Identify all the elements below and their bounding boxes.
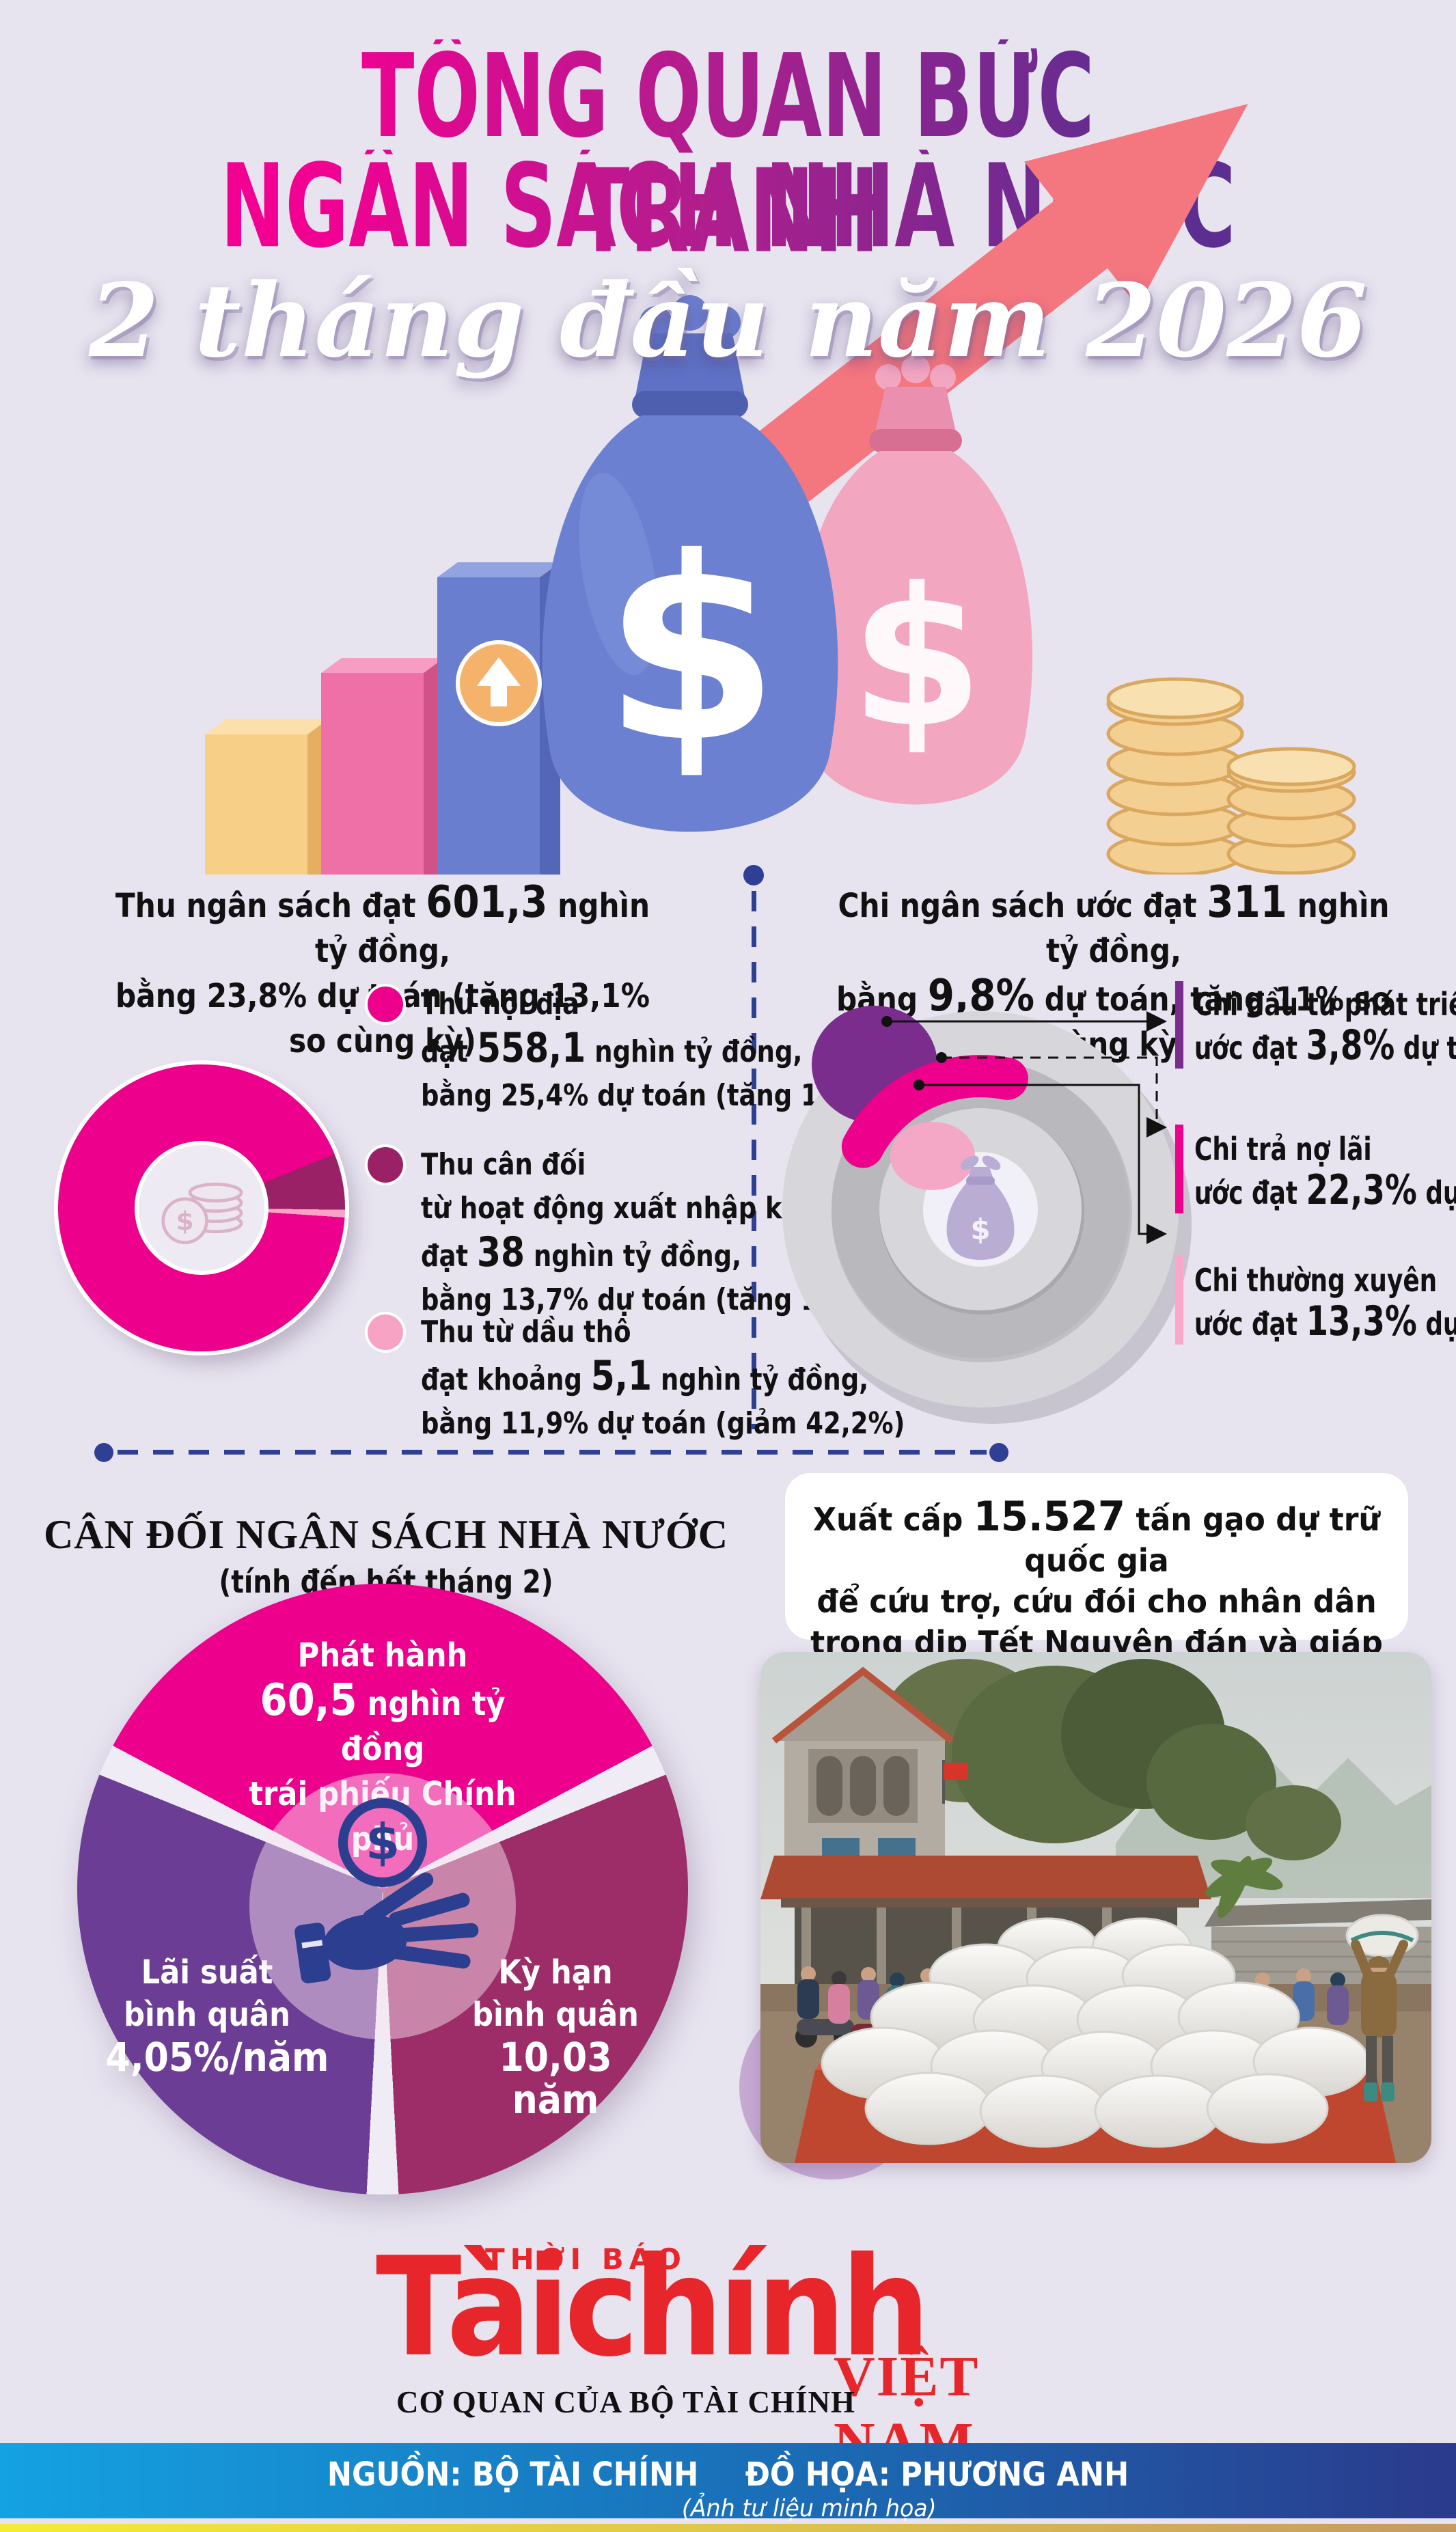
ring-blob-tra-no-lai bbox=[826, 1055, 1135, 1364]
svg-text:$: $ bbox=[970, 1213, 990, 1246]
horizontal-dashed-divider bbox=[118, 1450, 987, 1455]
callout-bar bbox=[1175, 981, 1183, 1069]
logo-wordmark: Tàichính bbox=[376, 2228, 931, 2387]
pink-money-bag-icon: $ bbox=[799, 355, 1032, 805]
divider-dot bbox=[94, 1443, 113, 1462]
arrow-up-badge-icon bbox=[456, 640, 542, 726]
footer-source: NGUỒN: BỘ TÀI CHÍNH bbox=[327, 2455, 699, 2494]
callout-chi-tra-no-lai: Chi trả nợ lãi ước đạt 22,3% dự toán bbox=[1194, 1131, 1456, 1214]
callout-bar bbox=[1175, 1256, 1183, 1345]
hand-coin-icon: $ bbox=[294, 1798, 479, 1983]
vertical-dashed-divider bbox=[752, 891, 756, 1429]
money-bag-icon: $ bbox=[946, 1155, 1015, 1260]
legend-bullet bbox=[368, 987, 403, 1022]
callout-chi-thuong-xuyen: Chi thường xuyên ước đạt 13,3% dự toán bbox=[1194, 1262, 1456, 1345]
hero-illustration: $ $ bbox=[205, 104, 1356, 875]
logo-tagline-top: THỜI BÁO bbox=[485, 2242, 687, 2276]
svg-text:$: $ bbox=[366, 1813, 400, 1871]
pie-label-ky-han: Kỳ hạn bình quân 10,03 năm bbox=[472, 1953, 639, 2123]
photo-rice-distribution bbox=[760, 1652, 1431, 2163]
footer-credits: NGUỒN: BỘ TÀI CHÍNH ĐỒ HỌA: PHƯƠNG ANH bbox=[73, 2455, 1384, 2494]
footer-design: ĐỒ HỌA: PHƯƠNG ANH bbox=[745, 2455, 1129, 2494]
legend-bullet bbox=[368, 1147, 403, 1183]
rice-distribution-scene bbox=[760, 1652, 1431, 2163]
svg-text:$: $ bbox=[176, 1206, 194, 1236]
ring-blob-thuong-xuyen bbox=[890, 1122, 975, 1190]
footer-note: (Ảnh tư liệu minh họa) bbox=[681, 2495, 937, 2522]
donut-hole: $ bbox=[135, 1141, 269, 1275]
svg-text:$: $ bbox=[603, 504, 779, 798]
spending-rings-chart: $ bbox=[782, 1006, 1192, 1424]
pie-label-phat-hanh: Phát hành 60,5 nghìn tỷ đồng trái phiếu … bbox=[249, 1636, 517, 1858]
logo-tagline-bottom: CƠ QUAN CỦA BỘ TÀI CHÍNH bbox=[396, 2385, 855, 2419]
footer-gold-strip bbox=[0, 2524, 1456, 2532]
divider-dot bbox=[743, 865, 764, 885]
porter-person bbox=[1345, 1914, 1419, 2102]
callout-bar bbox=[1175, 1125, 1183, 1213]
svg-text:$: $ bbox=[851, 547, 984, 770]
balance-section-title: CÂN ĐỐI NGÂN SÁCH NHÀ NƯỚC bbox=[43, 1512, 729, 1557]
legend-item-thu-can-doi: Thu cân đối từ hoạt động xuất nhập khẩu … bbox=[362, 1143, 882, 1322]
revenue-headline: Thu ngân sách đạt 601,3 nghìn tỷ đồng, b… bbox=[115, 877, 650, 1060]
coins-icon: $ bbox=[161, 1182, 243, 1244]
bond-pie-chart: Phát hành 60,5 nghìn tỷ đồng trái phiếu … bbox=[77, 1584, 688, 2194]
blue-money-bag-icon: $ bbox=[542, 295, 838, 832]
callout-chi-dau-tu: Chi đầu tư phát triển ước đạt 3,8% dự to… bbox=[1194, 986, 1456, 1069]
footer-bar: NGUỒN: BỘ TÀI CHÍNH ĐỒ HỌA: PHƯƠNG ANH (Ả… bbox=[0, 2443, 1456, 2522]
divider-dot bbox=[989, 1443, 1008, 1462]
rice-aid-box: Xuất cấp 15.527 tấn gạo dự trữ quốc gia … bbox=[785, 1473, 1408, 1702]
pie-center-badge: $ bbox=[249, 1773, 516, 2039]
page-subtitle: 2 tháng đầu năm 2026 bbox=[88, 261, 1368, 380]
legend-bullet bbox=[368, 1315, 403, 1350]
legend-item-thu-noi-dia: Thu nội địa đạt 558,1 nghìn tỷ đồng, bằn… bbox=[362, 982, 873, 1118]
legend-item-thu-dau-tho: Thu từ dầu thô đạt khoảng 5,1 nghìn tỷ đ… bbox=[362, 1310, 905, 1446]
callout-connectors bbox=[881, 1011, 1167, 1244]
page-title-line1: TỔNG QUAN BỨC TRANH bbox=[219, 40, 1238, 270]
pie-label-lai-suat: Lãi suất bình quân 4,05%/năm bbox=[105, 1953, 329, 2080]
rice-sack-pile bbox=[795, 1917, 1396, 2163]
revenue-donut-chart: $ bbox=[58, 1064, 345, 1351]
banana-plant bbox=[1205, 1856, 1283, 1918]
coin-stack-icon bbox=[1106, 677, 1356, 875]
newspaper-logo: Tàichính THỜI BÁO VIỆT NAM CƠ QUAN CỦA B… bbox=[355, 2228, 1121, 2475]
